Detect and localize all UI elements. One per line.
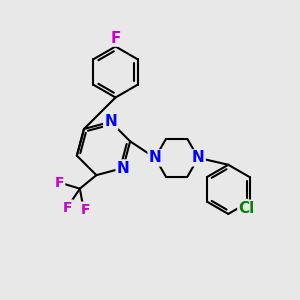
- Text: F: F: [63, 201, 73, 214]
- Text: N: N: [149, 150, 161, 165]
- Text: N: N: [104, 114, 117, 129]
- Text: F: F: [110, 31, 121, 46]
- Text: N: N: [117, 160, 129, 175]
- Text: N: N: [192, 150, 205, 165]
- Text: F: F: [55, 176, 64, 190]
- Text: Cl: Cl: [238, 201, 255, 216]
- Text: F: F: [81, 203, 91, 217]
